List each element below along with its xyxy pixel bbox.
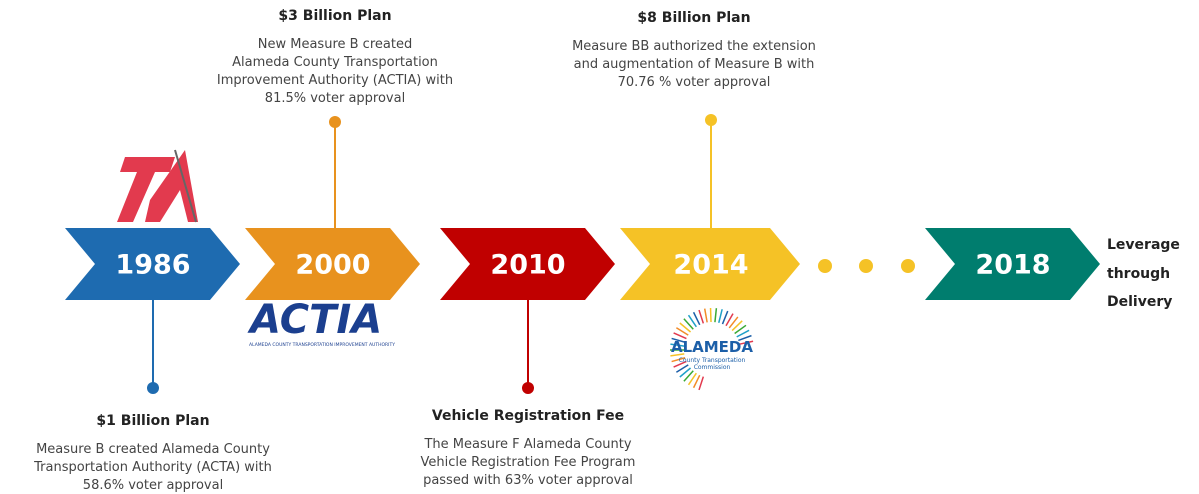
milestone-desc: Measure BB authorized the extension xyxy=(572,39,816,54)
milestone-title: $8 Billion Plan xyxy=(637,10,750,26)
milestone-desc: Vehicle Registration Fee Program xyxy=(421,455,636,470)
logo-ray xyxy=(675,327,689,336)
logo-ray xyxy=(739,340,754,345)
logo-ray xyxy=(679,367,692,378)
logo-ray xyxy=(687,372,697,386)
logo-ray xyxy=(721,310,729,325)
milestone-desc: Transportation Authority (ACTA) with xyxy=(33,460,272,475)
alameda-subtitle: County Transportation xyxy=(679,357,746,364)
milestone-desc: Alameda County Transportation xyxy=(232,55,438,70)
logo-ray xyxy=(673,360,687,368)
stem-dot xyxy=(329,116,341,128)
chevron-1986 xyxy=(65,228,240,300)
logo-ray xyxy=(714,308,718,323)
logo-ray xyxy=(670,343,685,347)
dot xyxy=(859,259,873,273)
milestone-desc: 81.5% voter approval xyxy=(265,91,405,106)
leverage-text: Leverage xyxy=(1107,237,1180,253)
logo-ray xyxy=(670,353,685,357)
leverage-text: through xyxy=(1107,266,1170,282)
year: 1986 xyxy=(115,250,190,281)
year: 2014 xyxy=(673,250,748,281)
logo-ray xyxy=(698,376,705,391)
logo-ray xyxy=(718,309,723,324)
logo-ray xyxy=(683,318,694,330)
milestone-title: Vehicle Registration Fee xyxy=(432,408,624,424)
milestone-desc: passed with 63% voter approval xyxy=(423,473,633,488)
dot xyxy=(901,259,915,273)
alameda-logo xyxy=(670,307,754,391)
logo-ray xyxy=(725,313,734,327)
milestone-desc: 58.6% voter approval xyxy=(83,478,223,493)
stem-dot xyxy=(522,382,534,394)
actia-subtitle: ALAMEDA COUNTY TRANSPORTATION IMPROVEMEN… xyxy=(249,342,395,348)
alameda-subtitle: Commission xyxy=(694,364,731,371)
chevron-2010 xyxy=(440,228,615,300)
logo-ray xyxy=(698,309,705,324)
year: 2010 xyxy=(490,250,565,281)
milestone-desc: Measure B created Alameda County xyxy=(36,442,270,457)
logo-ray xyxy=(736,329,750,338)
alameda-name: ALAMEDA xyxy=(671,338,753,356)
milestone-desc: New Measure B created xyxy=(258,37,412,52)
logo-ray xyxy=(738,334,752,342)
logo-ray xyxy=(671,356,686,363)
ta-logo xyxy=(117,149,198,223)
milestone-desc: The Measure F Alameda County xyxy=(423,437,631,452)
actia-logo: ACTIA xyxy=(247,297,382,343)
logo-ray xyxy=(734,324,747,335)
stem-dot xyxy=(705,114,717,126)
logo-ray xyxy=(692,311,701,326)
logo-ray xyxy=(671,337,686,344)
milestone-title: $1 Billion Plan xyxy=(96,413,209,429)
logo-ray xyxy=(673,332,687,340)
logo-ray xyxy=(728,316,739,329)
logo-ray xyxy=(679,322,692,333)
logo-ray xyxy=(731,320,743,332)
logo-ray xyxy=(687,314,697,328)
logo-ray xyxy=(683,370,694,382)
logo-ray xyxy=(703,308,708,323)
leverage-text: Delivery xyxy=(1107,294,1172,310)
logo-ray xyxy=(692,374,701,389)
chevron-2018 xyxy=(925,228,1100,300)
milestone-desc: 70.76 % voter approval xyxy=(618,75,771,90)
milestone-title: $3 Billion Plan xyxy=(278,8,391,24)
milestone-desc: and augmentation of Measure B with xyxy=(574,57,815,72)
chevron-2014 xyxy=(620,228,800,300)
chevron-2000 xyxy=(245,228,420,300)
year: 2000 xyxy=(295,250,370,281)
milestone-desc: Improvement Authority (ACTIA) with xyxy=(217,73,453,88)
stem-dot xyxy=(147,382,159,394)
year: 2018 xyxy=(975,250,1050,281)
logo-ray xyxy=(675,364,689,373)
dot xyxy=(818,259,832,273)
